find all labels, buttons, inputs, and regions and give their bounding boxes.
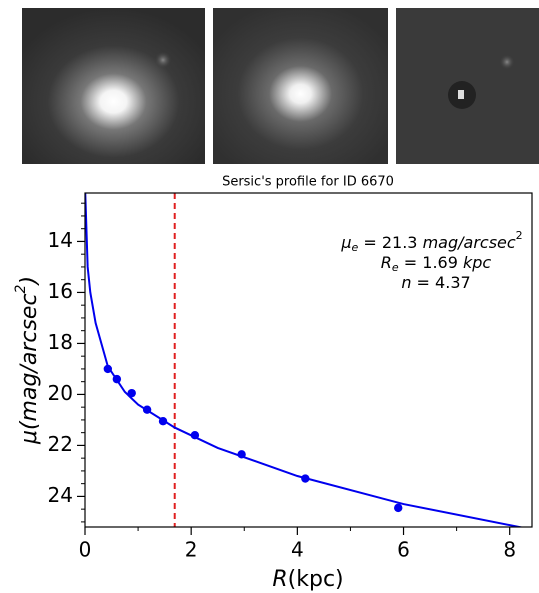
- ann-part: 2: [516, 229, 523, 242]
- ann-part: e: [352, 241, 359, 254]
- data-point: [112, 374, 122, 384]
- x-label-part: R: [272, 567, 287, 592]
- y-label-part: μ(mag/arcsec: [17, 293, 42, 445]
- x-axis-label: R(kpc): [272, 567, 343, 592]
- chart-title: Sersic's profile for ID 6670: [222, 175, 394, 190]
- annotation-line: n = 4.37: [401, 273, 470, 292]
- x-tick-label: 4: [291, 538, 304, 562]
- y-tick-label: 18: [48, 330, 73, 354]
- y-tick-label: 22: [48, 432, 73, 456]
- ann-part: = 21.3: [358, 233, 422, 252]
- ann-part: e: [392, 261, 399, 274]
- image-panels: [22, 8, 539, 164]
- annotation-line: Re = 1.69 kpc: [381, 253, 492, 275]
- ann-part: = 4.37: [411, 273, 470, 292]
- data-point: [237, 450, 246, 459]
- ann-part: μ: [340, 233, 351, 252]
- annotation: μe = 21.3 mag/arcsec2 Re = 1.69 kpc n = …: [340, 229, 522, 292]
- annotation-line: μe = 21.3 mag/arcsec2: [340, 229, 522, 254]
- ann-part: n: [401, 273, 411, 292]
- data-point: [301, 474, 310, 483]
- fit-curve: [85, 193, 525, 527]
- y-tick-label: 14: [48, 228, 73, 252]
- image-star: [154, 51, 172, 69]
- y-tick-label: 24: [48, 483, 73, 507]
- residual-bright: [458, 90, 464, 99]
- y-label-part: 2: [13, 284, 29, 293]
- data-point: [127, 388, 136, 398]
- y-tick-label: 16: [48, 279, 73, 303]
- plot-frame: [84, 192, 533, 528]
- ann-part: kpc: [463, 253, 491, 272]
- x-tick-label: 6: [397, 538, 410, 562]
- image-model: [213, 8, 388, 164]
- data-point: [394, 503, 403, 513]
- ann-part: = 1.69: [399, 253, 463, 272]
- y-axis-label: μ(mag/arcsec2): [13, 276, 42, 445]
- x-tick-label: 0: [79, 538, 92, 562]
- y-label-part: ): [17, 276, 42, 287]
- data-point: [158, 416, 168, 426]
- x-tick-label: 8: [503, 538, 516, 562]
- ann-part: R: [381, 253, 392, 272]
- x-tick-label: 2: [185, 538, 198, 562]
- data-point: [190, 431, 200, 440]
- image-original: [22, 8, 205, 164]
- data-point: [142, 405, 152, 414]
- image-star: [499, 54, 515, 70]
- y-tick-label: 20: [48, 381, 73, 405]
- x-label-part: (kpc): [288, 567, 344, 592]
- ann-part: mag/arcsec: [423, 233, 516, 252]
- data-point: [103, 364, 113, 374]
